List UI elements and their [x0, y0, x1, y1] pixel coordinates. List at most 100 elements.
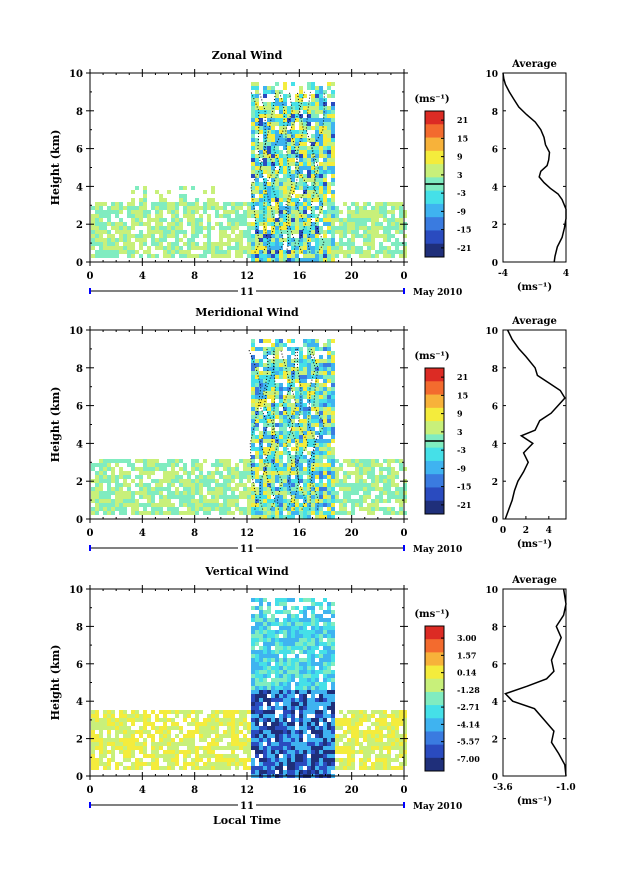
heatmap-cell	[355, 738, 359, 742]
heatmap-cell	[295, 431, 299, 435]
heatmap-cell	[251, 134, 255, 138]
heatmap-cell	[123, 471, 127, 475]
heatmap-cell	[295, 214, 299, 218]
x-tick-label: 20	[345, 528, 359, 539]
heatmap-cell	[239, 483, 243, 487]
heatmap-cell	[291, 170, 295, 174]
heatmap-cell	[111, 487, 115, 491]
heatmap-cell	[211, 186, 215, 190]
heatmap-cell	[323, 762, 327, 766]
heatmap-cell	[355, 710, 359, 714]
heatmap-cell	[259, 738, 263, 742]
heatmap-cell	[263, 419, 267, 423]
heatmap-cell	[91, 742, 95, 746]
heatmap-cell	[151, 750, 155, 754]
heatmap-cell	[279, 383, 283, 387]
heatmap-cell	[187, 495, 191, 499]
heatmap-cell	[267, 363, 271, 367]
heatmap-cell	[163, 226, 167, 230]
heatmap-cell	[259, 718, 263, 722]
heatmap-cell	[343, 734, 347, 738]
heatmap-cell	[91, 467, 95, 471]
heatmap-cell	[263, 94, 267, 98]
heatmap-cell	[287, 154, 291, 158]
heatmap-cell	[283, 254, 287, 258]
heatmap-cell	[311, 511, 315, 515]
heatmap-cell	[331, 766, 335, 770]
heatmap-cell	[187, 714, 191, 718]
heatmap-cell	[323, 770, 327, 774]
heatmap-cell	[255, 658, 259, 662]
heatmap-cell	[263, 162, 267, 166]
heatmap-cell	[287, 682, 291, 686]
heatmap-cell	[255, 234, 259, 238]
heatmap-cell	[223, 491, 227, 495]
heatmap-cell	[307, 383, 311, 387]
heatmap-cell	[115, 202, 119, 206]
heatmap-cell	[263, 642, 267, 646]
heatmap-cell	[307, 190, 311, 194]
heatmap-cell	[291, 722, 295, 726]
heatmap-cell	[315, 130, 319, 134]
heatmap-cell	[327, 690, 331, 694]
heatmap-cell	[279, 106, 283, 110]
heatmap-cell	[191, 471, 195, 475]
heatmap-cell	[91, 507, 95, 511]
heatmap-cell	[179, 230, 183, 234]
heatmap-cell	[183, 734, 187, 738]
heatmap-cell	[127, 226, 131, 230]
heatmap-cell	[255, 674, 259, 678]
heatmap-cell	[327, 186, 331, 190]
heatmap-cell	[187, 254, 191, 258]
heatmap-cell	[263, 722, 267, 726]
heatmap-cell	[163, 495, 167, 499]
heatmap-cell	[191, 746, 195, 750]
heatmap-cell	[267, 726, 271, 730]
heatmap-cell	[171, 202, 175, 206]
heatmap-cell	[291, 766, 295, 770]
heatmap-cell	[275, 122, 279, 126]
colorbar-segment	[425, 665, 444, 680]
heatmap-cell	[367, 503, 371, 507]
heatmap-cell	[175, 218, 179, 222]
heatmap-cell	[371, 487, 375, 491]
heatmap-cell	[271, 234, 275, 238]
heatmap-cell	[255, 650, 259, 654]
heatmap-cell	[151, 226, 155, 230]
heatmap-cell	[171, 511, 175, 515]
heatmap-cell	[311, 383, 315, 387]
heatmap-cell	[367, 463, 371, 467]
heatmap-cell	[351, 746, 355, 750]
heatmap-cell	[275, 403, 279, 407]
heatmap-cell	[271, 479, 275, 483]
heatmap-cell	[243, 210, 247, 214]
heatmap-cell	[287, 762, 291, 766]
heatmap-cell	[143, 714, 147, 718]
heatmap-cell	[315, 126, 319, 130]
heatmap-cell	[259, 435, 263, 439]
heatmap-cell	[227, 218, 231, 222]
heatmap-cell	[231, 722, 235, 726]
heatmap-cell	[251, 142, 255, 146]
heatmap-cell	[227, 511, 231, 515]
heatmap-cell	[119, 226, 123, 230]
colorbar-tick-label: 15	[457, 133, 468, 143]
heatmap-cell	[395, 483, 399, 487]
heatmap-cell	[343, 202, 347, 206]
heatmap-cell	[159, 726, 163, 730]
heatmap-cell	[307, 258, 311, 262]
heatmap-cell	[323, 214, 327, 218]
heatmap-cell	[115, 762, 119, 766]
heatmap-cell	[263, 194, 267, 198]
heatmap-cell	[255, 606, 259, 610]
heatmap-cell	[307, 503, 311, 507]
heatmap-cell	[299, 690, 303, 694]
heatmap-cell	[251, 238, 255, 242]
heatmap-cell	[267, 122, 271, 126]
heatmap-cell	[299, 650, 303, 654]
heatmap-cell	[235, 210, 239, 214]
heatmap-cell	[239, 479, 243, 483]
heatmap-cell	[259, 766, 263, 770]
heatmap-cell	[287, 222, 291, 226]
heatmap-cell	[103, 471, 107, 475]
